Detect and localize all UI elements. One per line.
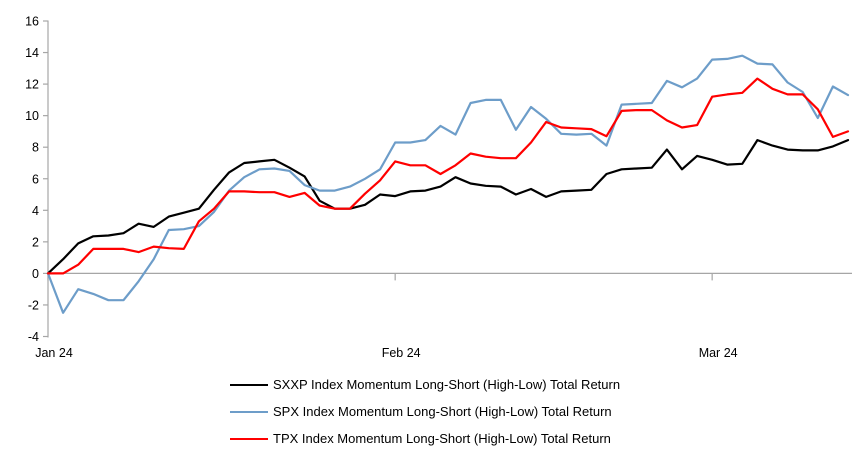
y-axis-label: 0 (32, 267, 39, 281)
y-axis-label: -4 (28, 330, 39, 344)
y-axis-label: 10 (25, 109, 39, 123)
legend-line-swatch (230, 411, 268, 413)
x-axis-label: Mar 24 (699, 346, 738, 360)
legend-line-swatch (230, 438, 268, 440)
y-axis-label: 6 (32, 172, 39, 186)
chart-svg: 16 14 12 10 8 6 4 2 0 -2 -4 Jan 24 Feb 24 Mar 24 (25, 15, 852, 360)
y-axis-label: 14 (25, 46, 39, 60)
legend-label: TPX Index Momentum Long-Short (High-Low)… (273, 431, 611, 446)
y-axis-label: 4 (32, 204, 39, 218)
y-axis-label: 8 (32, 141, 39, 155)
chart-area: 16 14 12 10 8 6 4 2 0 -2 -4 Jan 24 Feb 24 Mar 24 (25, 15, 852, 360)
series-line-sxxp (46, 139, 850, 275)
y-axis-label: -2 (28, 298, 39, 312)
y-axis-label: 12 (25, 78, 39, 92)
legend-item-tpx: TPX Index Momentum Long-Short (High-Low)… (230, 431, 611, 447)
y-axis-label: 16 (25, 15, 39, 29)
legend-line-swatch (230, 384, 268, 386)
legend-label: SPX Index Momentum Long-Short (High-Low)… (273, 404, 612, 419)
series-line-tpx (46, 77, 850, 275)
x-axis-label: Feb 24 (382, 346, 421, 360)
legend-label: SXXP Index Momentum Long-Short (High-Low… (273, 377, 621, 392)
y-axis-label: 2 (32, 235, 39, 249)
legend-item-spx: SPX Index Momentum Long-Short (High-Low)… (230, 404, 612, 420)
series-line-spx (46, 54, 850, 314)
legend-item-sxxp: SXXP Index Momentum Long-Short (High-Low… (230, 377, 620, 393)
x-axis-label: Jan 24 (35, 346, 73, 360)
